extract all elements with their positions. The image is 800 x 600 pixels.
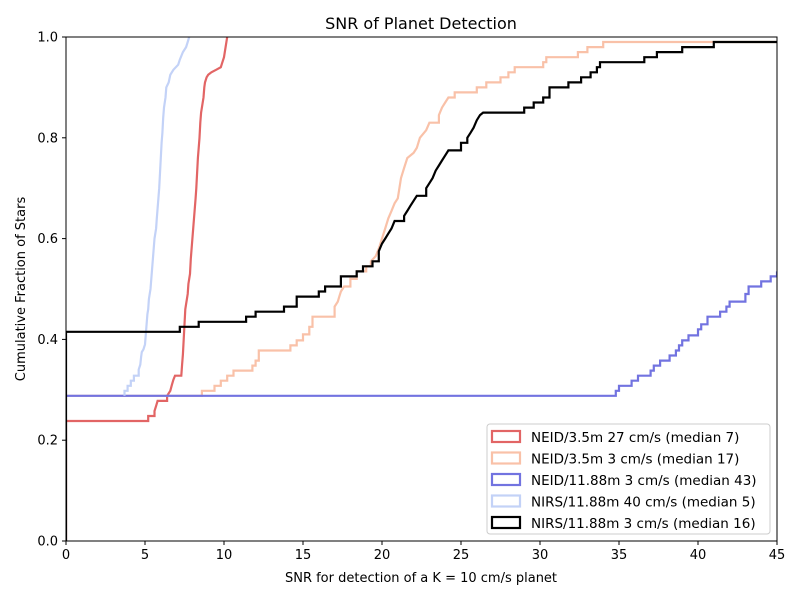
chart-title: SNR of Planet Detection — [325, 14, 517, 33]
x-tick-label: 10 — [216, 548, 233, 563]
legend-swatch — [490, 429, 522, 444]
series-line-2 — [66, 40, 777, 397]
legend-box — [486, 423, 771, 535]
legend-swatch — [490, 515, 522, 530]
legend-swatch — [490, 472, 522, 487]
x-tick-label: 25 — [453, 548, 470, 563]
legend-label: NIRS/11.88m 3 cm/s (median 16) — [531, 516, 756, 532]
plot-area — [65, 36, 778, 542]
x-tick-label: 35 — [611, 548, 628, 563]
legend-label: NIRS/11.88m 40 cm/s (median 5) — [531, 495, 756, 511]
x-tick-label: 30 — [532, 548, 549, 563]
legend-swatch — [490, 451, 522, 465]
series-line-3 — [66, 271, 777, 397]
legend-label: NEID/3.5m 27 cm/s (median 7) — [531, 430, 739, 446]
y-tick-label: 0.8 — [37, 131, 58, 146]
y-axis: 0.0 0.2 0.4 0.6 0.8 1.0 — [37, 31, 66, 550]
series-layer — [66, 37, 777, 541]
legend-label: NEID/11.88m 3 cm/s (median 43) — [531, 473, 757, 489]
y-tick-label: 1.0 — [37, 31, 58, 46]
plot-frame — [65, 36, 778, 542]
series-line-5 — [66, 40, 777, 541]
legend-label: NEID/3.5m 3 cm/s (median 17) — [531, 452, 739, 468]
y-tick-label: 0.6 — [37, 232, 58, 247]
y-tick-label: 0.4 — [37, 333, 58, 348]
x-tick-label: 0 — [62, 548, 70, 563]
y-tick-label: 0.0 — [37, 535, 58, 550]
x-tick-label: 5 — [141, 548, 149, 563]
series-line-4 — [123, 37, 191, 396]
legend-swatch — [490, 494, 522, 508]
x-tick-label: 45 — [769, 548, 786, 563]
x-tick-label: 40 — [690, 548, 707, 563]
x-tick-label: 15 — [295, 548, 312, 563]
x-tick-label: 20 — [374, 548, 391, 563]
x-axis: 0 5 10 15 20 25 30 35 40 45 — [62, 541, 785, 563]
x-axis-label: SNR for detection of a K = 10 cm/s plane… — [285, 571, 557, 586]
y-axis-label: Cumulative Fraction of Stars — [14, 197, 29, 382]
legend: NEID/3.5m 27 cm/s (median 7) NEID/3.5m 3 … — [486, 423, 771, 535]
y-tick-label: 0.2 — [37, 434, 58, 449]
